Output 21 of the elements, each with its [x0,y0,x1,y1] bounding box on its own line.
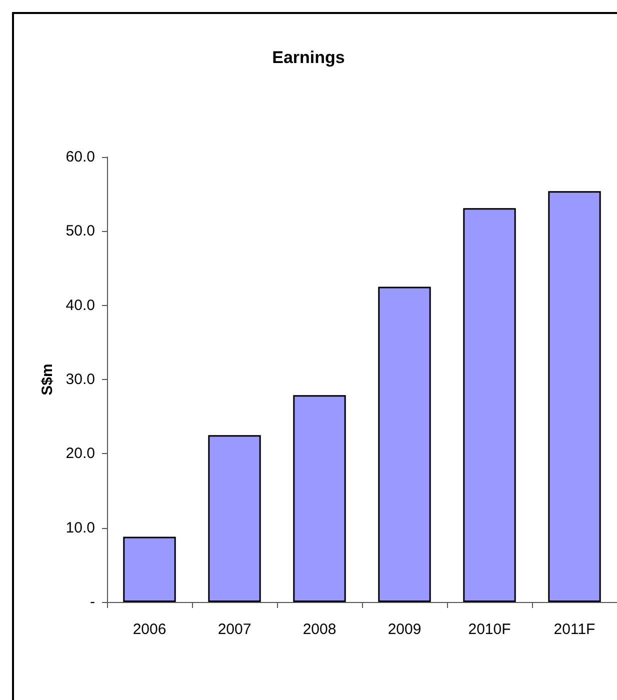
bar [463,208,516,602]
x-tick-label: 2007 [218,621,252,638]
x-tick-label: 2009 [388,621,422,638]
y-tick-label: 20.0 [66,445,95,462]
chart-title: Earnings [272,48,345,67]
y-tick-label: 10.0 [66,519,95,536]
bar [293,395,346,602]
bar [548,191,601,602]
x-tick-label: 2008 [302,621,336,638]
x-tick-label: 2010F [468,621,511,638]
x-tick-label: 2006 [132,621,166,638]
x-tick-label: 2011F [554,621,596,638]
y-tick-label: 50.0 [66,222,95,240]
y-tick-label: 60.0 [66,148,95,166]
y-axis-title: S$m [38,364,56,396]
y-tick-label: 40.0 [66,296,95,314]
bar [208,435,261,602]
bar [378,286,431,602]
y-tick-label: - [90,594,95,610]
y-tick-label: 30.0 [66,371,95,388]
bar [123,536,176,602]
